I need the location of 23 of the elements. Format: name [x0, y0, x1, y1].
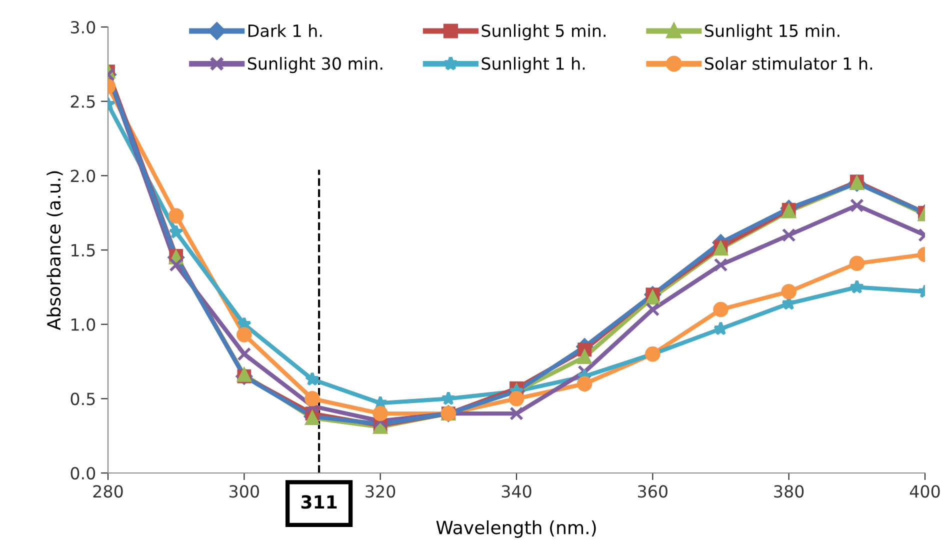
y-tick-label: 0.0: [70, 466, 96, 480]
y-tick-label: 1.0: [72, 318, 96, 331]
legend-label: Sunlight 5 min.: [482, 24, 606, 40]
x-axis-title: Wavelength (nm.): [436, 520, 596, 538]
y-tick-label: 2.0: [70, 170, 96, 182]
x-tick-label: 340: [502, 485, 532, 498]
x-tick-label: 300: [230, 485, 259, 498]
x-tick-label: 400: [910, 485, 940, 498]
legend-label: Sunlight 30 min.: [248, 56, 382, 74]
x-tick-label: 380: [774, 485, 804, 498]
y-tick-label: 0.5: [70, 392, 95, 406]
legend-label: Sunlight 15 min.: [705, 24, 840, 40]
legend-label: Sunlight 1 h.: [482, 56, 585, 74]
y-tick-label: 1.5: [72, 244, 95, 257]
ref-line-label: 311: [301, 495, 337, 509]
y-tick-label: 2.5: [70, 95, 95, 108]
y-tick-label: 3.0: [70, 20, 96, 34]
x-tick-label: 360: [638, 485, 668, 498]
x-tick-label: 320: [366, 485, 396, 498]
legend-label: Solar stimulator 1 h.: [705, 56, 872, 70]
legend-label: Dark 1 h.: [248, 24, 322, 38]
y-axis-title: Absorbance (a.u.): [46, 171, 63, 330]
x-tick-label: 280: [93, 485, 123, 498]
